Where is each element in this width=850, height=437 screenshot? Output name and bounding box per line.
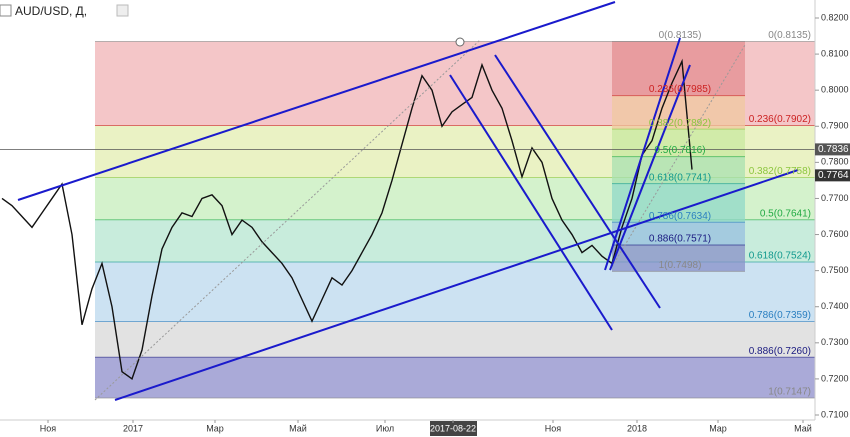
fib-label: 0(0.8135) [768, 30, 811, 41]
x-tick-label: Май [289, 423, 307, 433]
crosshair-date-box [430, 421, 477, 436]
x-tick-label: Ноя [40, 423, 57, 433]
fib-zone [612, 129, 745, 157]
channel-line [17, 1, 616, 201]
y-tick-label: 0.7200 [821, 373, 849, 383]
y-tick-label: 0.7900 [821, 121, 849, 131]
fib-label: 0.236(0.7902) [749, 114, 811, 125]
fib-zone [612, 222, 745, 246]
y-tick-label: 0.8200 [821, 12, 849, 22]
channel-line [604, 37, 681, 271]
x-tick-label: 2017-08-22 [430, 423, 476, 433]
trend-lines [17, 1, 799, 401]
channel-line [494, 54, 661, 309]
y-tick-label: 0.7500 [821, 265, 849, 275]
y-tick-label: 0.7300 [821, 337, 849, 347]
plot-layer [0, 40, 815, 399]
settings-icon[interactable] [116, 4, 129, 17]
y-tick-label: 0.7600 [821, 229, 849, 239]
fib-zone [95, 261, 815, 322]
fib-label: 0.886(0.7571) [649, 234, 711, 245]
price-marker-label: 0.7836 [818, 144, 849, 155]
x-axis-band [0, 420, 815, 437]
x-tick-label: Май [794, 423, 812, 433]
fib-label: 0(0.8135) [659, 30, 702, 41]
x-tick-label: 2017 [123, 423, 143, 433]
x-tick-label: 2018 [627, 423, 647, 433]
fib-label: 1(0.7147) [768, 387, 811, 398]
y-tick-label: 0.8000 [821, 85, 849, 95]
fib-label: 0.382(0.7758) [749, 166, 811, 177]
y-tick-label: 0.7100 [821, 409, 849, 419]
x-tick-label: Мар [206, 423, 224, 433]
chart-title: AUD/USD, Д, [15, 4, 87, 18]
price-marker-box [815, 169, 850, 182]
y-tick-label: 0.7700 [821, 193, 849, 203]
channel-line [114, 169, 799, 401]
fib-zone [612, 95, 745, 130]
fib-label: 0.886(0.7260) [749, 346, 811, 357]
y-tick-label: 0.8100 [821, 48, 849, 58]
anchor-point [455, 37, 465, 47]
y-axis-band [815, 0, 850, 437]
fib-zone [95, 321, 815, 358]
fib-label: 0.5(0.7816) [654, 145, 705, 156]
price-marker-label: 0.7764 [818, 170, 849, 181]
y-tick-label: 0.7400 [821, 301, 849, 311]
fib-label: 0.618(0.7741) [649, 172, 711, 183]
fib-label: 0.786(0.7634) [649, 211, 711, 222]
fib-label: 0.5(0.7641) [760, 208, 811, 219]
fib-zone [95, 357, 815, 399]
fib-label: 1(0.7498) [659, 260, 702, 271]
channel-line [609, 64, 691, 271]
x-tick-label: Мар [709, 423, 727, 433]
x-tick-label: Июл [376, 423, 394, 433]
fib-label: 0.382(0.7892) [649, 118, 711, 129]
x-tick-label: Ноя [545, 423, 562, 433]
fib-label: 0.236(0.7985) [649, 84, 711, 95]
label-layer: 0(0.8135) 0.236(0.7902) 0.382(0.7758) 0.5(0… [649, 30, 811, 398]
channel-line [449, 74, 613, 331]
collapse-icon[interactable] [0, 4, 12, 17]
price-marker-box [815, 143, 850, 156]
fib-label: 0.618(0.7524) [749, 251, 811, 262]
axes: 0.8200 0.8100 0.8000 0.7900 0.7800 0.7700 0.76… [40, 12, 849, 436]
y-tick-label: 0.7800 [821, 157, 849, 167]
fib-label: 0.786(0.7359) [749, 310, 811, 321]
